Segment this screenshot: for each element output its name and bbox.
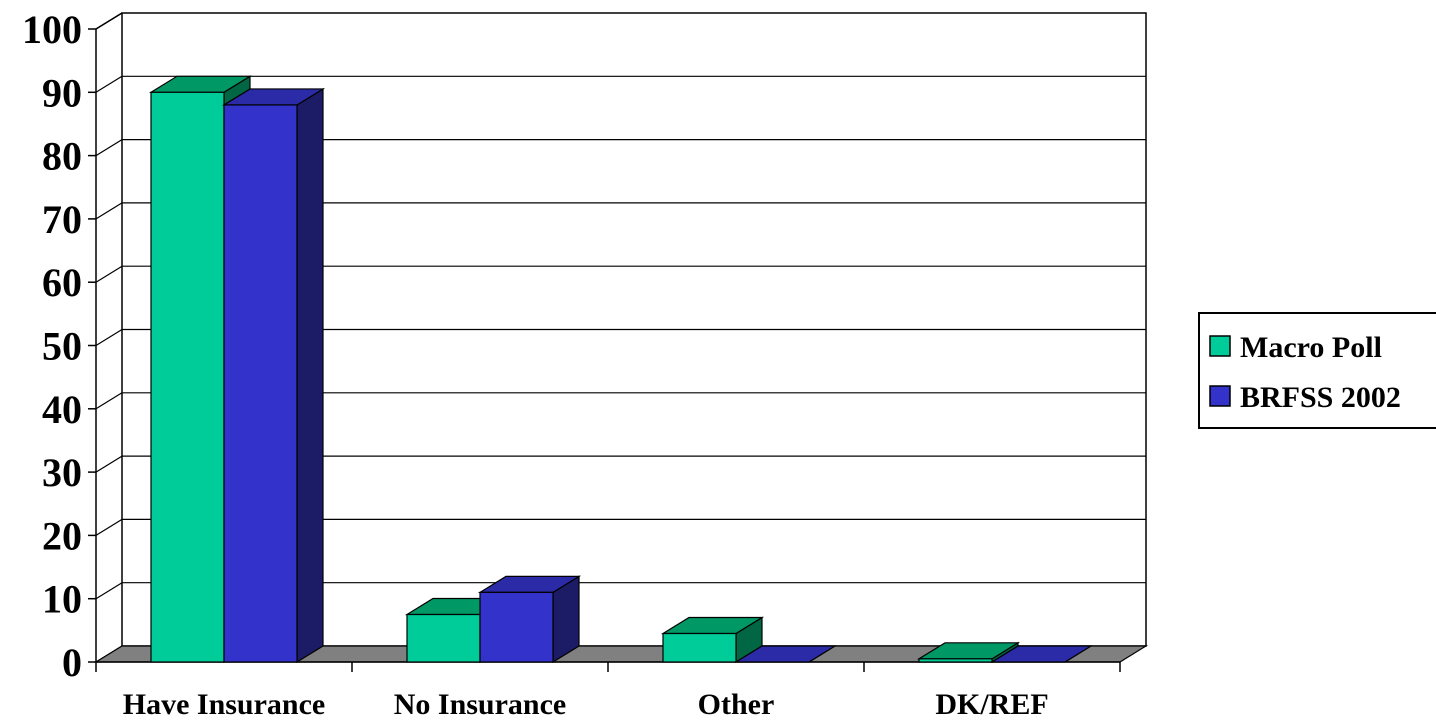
legend-box [1198,312,1436,429]
bar [221,87,326,664]
y-tick-label: 60 [42,260,82,305]
side-gridline [95,202,123,220]
side-gridline [95,139,123,157]
y-tick-label: 70 [42,197,82,242]
legend-label: Macro Poll [1240,331,1382,364]
bar [660,616,765,664]
x-tick-label: No Insurance [394,688,567,721]
legend-swatch [1209,385,1231,407]
bar-front [223,104,298,663]
side-gridline [95,518,123,536]
bar-top [989,645,1094,663]
gridlines: 0 10 20 30 40 50 60 70 80 90 100 [22,7,1146,685]
legend-swatch [1209,335,1231,357]
side-gridline [95,455,123,473]
bar-front [406,613,481,663]
legend: Macro Poll BRFSS 2002 [1198,312,1436,429]
bar-top [733,645,838,663]
y-tick-label: 20 [42,513,82,558]
y-tick-label: 90 [42,70,82,115]
bar [477,575,582,664]
y-tick-label: 40 [42,387,82,432]
side-gridline [95,392,123,410]
y-tick-label: 100 [22,7,82,52]
bar [733,645,838,663]
bar-side [296,87,324,664]
side-gridline [95,328,123,347]
y-tick-label: 0 [62,640,82,685]
x-tick-label: Other [698,688,775,721]
bar [989,645,1094,663]
side-gridline [95,582,123,600]
bar-front [662,632,737,663]
bar-front [479,591,554,663]
x-tick-label: Have Insurance [123,688,326,721]
side-wall-top [95,12,123,30]
bar-front [918,658,993,663]
side-gridline [95,265,123,283]
x-tick-label: DK/REF [935,688,1048,721]
side-gridline [95,75,123,93]
y-tick-label: 10 [42,577,82,622]
y-tick-label: 30 [42,450,82,495]
bars [148,75,1094,664]
legend-label: BRFSS 2002 [1240,381,1401,414]
y-tick-label: 80 [42,134,82,179]
bar-front [150,91,225,663]
y-tick-label: 50 [42,324,82,369]
